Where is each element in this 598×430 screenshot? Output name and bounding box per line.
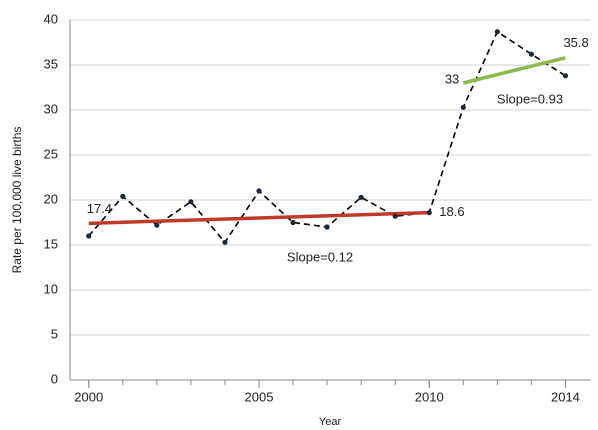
data-point	[86, 233, 92, 239]
y-tick-label: 0	[51, 371, 58, 386]
y-tick-label: 15	[44, 236, 58, 251]
y-tick-label: 10	[44, 281, 58, 296]
x-tick-label: 2005	[245, 389, 274, 404]
y-axis-label: Rate per 100,000 live births	[10, 127, 24, 274]
y-tick-label: 30	[44, 101, 58, 116]
x-tick-label: 2000	[74, 389, 103, 404]
data-point	[154, 222, 160, 228]
data-point	[358, 194, 364, 200]
y-tick-label: 35	[44, 56, 58, 71]
data-point	[426, 210, 432, 216]
data-point	[460, 104, 466, 110]
data-point	[256, 188, 262, 194]
trend-end-label: 17.4	[87, 201, 112, 216]
data-point	[324, 224, 330, 230]
x-tick-label: 2014	[551, 389, 580, 404]
data-point	[222, 239, 228, 245]
y-tick-label: 5	[51, 326, 58, 341]
y-tick-label: 20	[44, 191, 58, 206]
x-axis-label: Year	[319, 416, 342, 428]
slope-label: Slope=0.12	[287, 249, 353, 264]
trend-end-label: 35.8	[563, 35, 588, 50]
data-point	[120, 193, 126, 199]
data-point	[562, 73, 569, 79]
y-tick-label: 40	[44, 11, 58, 26]
data-line	[88, 30, 566, 244]
trend-line	[462, 56, 566, 85]
y-tick-label: 25	[44, 146, 58, 161]
data-point	[494, 29, 500, 35]
trend-end-label: 18.6	[439, 204, 464, 219]
trend-end-label: 33	[445, 71, 459, 86]
x-tick-label: 2010	[415, 389, 444, 404]
trend-line	[88, 210, 430, 226]
slope-label: Slope=0.93	[497, 91, 563, 106]
data-point	[528, 51, 535, 57]
data-point	[188, 199, 194, 205]
data-point	[290, 219, 296, 226]
data-point	[392, 213, 398, 219]
